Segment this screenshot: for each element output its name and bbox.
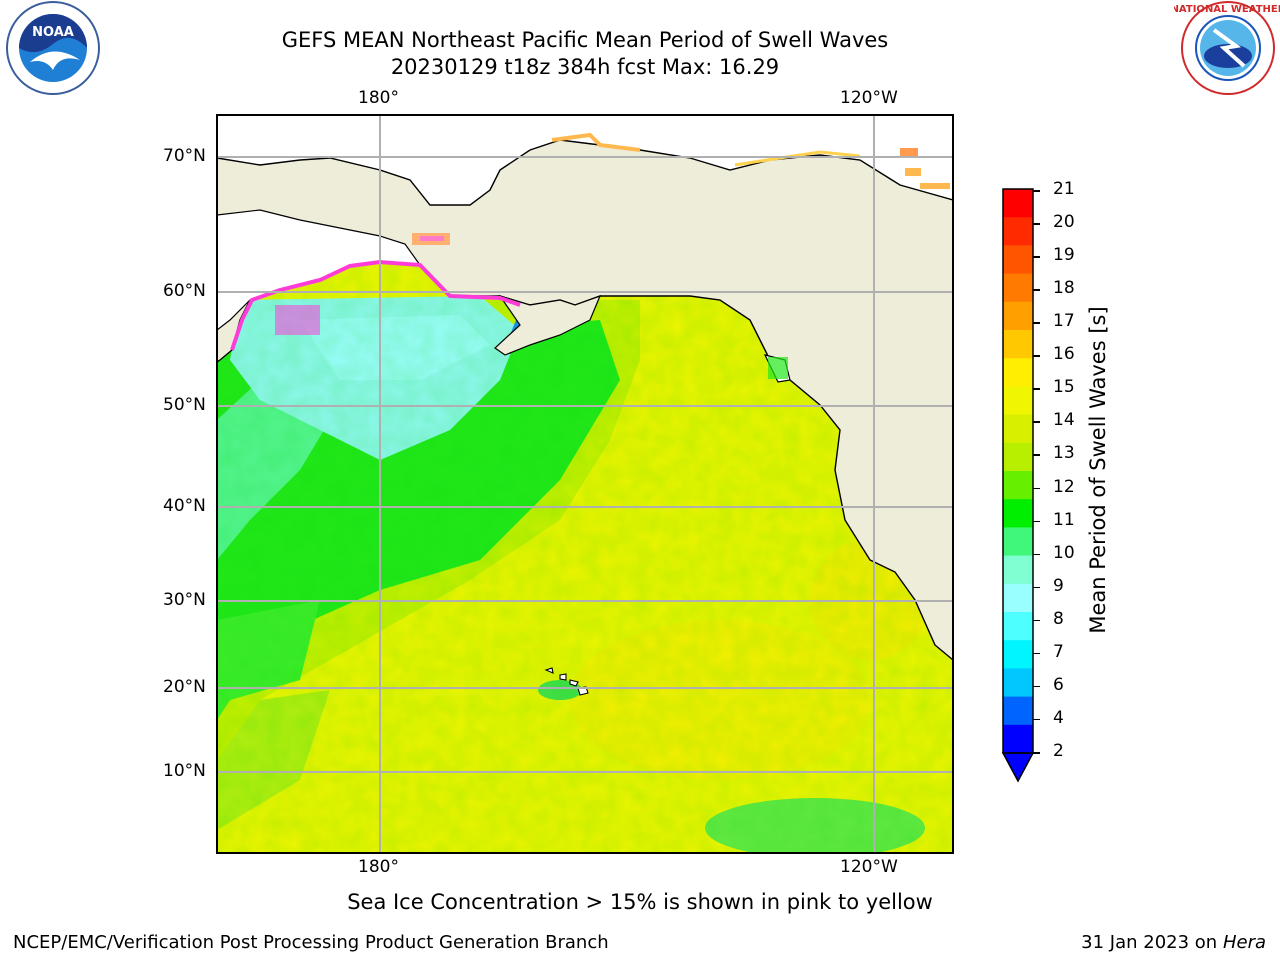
colorbar-tick-label: 9 [1053,575,1064,596]
colorbar-block [1003,668,1033,698]
svg-text:NOAA: NOAA [32,25,74,40]
colorbar-block [1003,555,1033,585]
footer-right: 31 Jan 2023 on Hera [1081,932,1266,953]
lon-label-bottom-180: 180° [358,857,399,877]
colorbar-tick-mark [1033,355,1040,357]
colorbar-tick-label: 15 [1053,377,1075,398]
colorbar-block [1003,612,1033,641]
lat-label-10n: 10°N [163,761,206,781]
sea-ice-note: Sea Ice Concentration > 15% is shown in … [347,890,933,914]
noaa-logo: NOAA [6,1,100,95]
colorbar-tick-label: 12 [1053,476,1075,497]
colorbar-tick-label: 2 [1053,741,1064,761]
colorbar-block [1003,301,1033,331]
colorbar-tick-mark [1033,388,1040,390]
colorbar-block [1003,217,1033,246]
colorbar-tick-label: 8 [1053,608,1064,629]
colorbar-block [1003,640,1033,669]
lat-label-70n: 70°N [163,146,206,166]
colorbar-tick-mark [1033,190,1040,192]
lat-label-50n: 50°N [163,395,206,415]
colorbar-label: Mean Period of Swell Waves [s] [1086,306,1110,634]
colorbar-tick-mark [1033,553,1040,556]
colorbar-tick-mark [1033,619,1040,622]
colorbar-tick-mark [1033,223,1040,225]
colorbar-tick-mark [1033,322,1040,324]
colorbar-tick-mark [1033,520,1040,523]
colorbar-tick-label: 6 [1053,674,1064,695]
footer-date: 31 Jan 2023 on [1081,932,1218,953]
footer-left: NCEP/EMC/Verification Post Processing Pr… [13,932,609,953]
colorbar-tick-mark [1033,752,1040,754]
colorbar-block [1003,273,1033,303]
lon-label-top-180: 180° [358,88,399,108]
colorbar-block [1003,499,1033,528]
colorbar-tick-mark [1033,652,1040,655]
colorbar-extend-arrow [1001,752,1035,783]
colorbar-tick-label: 18 [1053,278,1075,299]
colorbar-block [1003,414,1033,444]
chart-title: GEFS MEAN Northeast Pacific Mean Period … [281,28,889,52]
colorbar-block [1003,696,1033,726]
colorbar-tick-label: 10 [1053,542,1075,563]
colorbar-tick-mark [1033,487,1040,490]
lon-label-top-120w: 120°W [840,88,898,108]
colorbar-block [1003,245,1033,275]
colorbar-tick-label: 16 [1053,344,1075,365]
colorbar-tick-label: 21 [1053,179,1075,199]
colorbar-tick-mark [1033,718,1040,721]
lat-label-20n: 20°N [163,677,206,697]
lat-label-60n: 60°N [163,281,206,301]
nws-logo: NATIONAL WEATHER [1174,1,1280,95]
chart-subtitle: 20230129 t18z 384h fcst Max: 16.29 [390,55,780,79]
colorbar-tick-mark [1033,289,1040,291]
colorbar-tick-label: 11 [1053,509,1075,530]
colorbar-tick-mark [1033,685,1040,688]
colorbar-block [1003,724,1033,754]
colorbar-tick-label: 20 [1053,212,1075,233]
colorbar-tick-label: 17 [1053,311,1075,332]
colorbar-tick-label: 14 [1053,410,1075,431]
colorbar-tick-label: 7 [1053,641,1064,662]
svg-text:NATIONAL WEATHER: NATIONAL WEATHER [1174,4,1280,15]
colorbar-block [1003,189,1033,218]
colorbar [1001,188,1035,783]
colorbar-block [1003,471,1033,500]
lon-label-bottom-120w: 120°W [840,857,898,877]
colorbar-tick-mark [1033,586,1040,589]
colorbar-block [1003,527,1033,557]
colorbar-tick-mark [1033,421,1040,423]
colorbar-tick-label: 19 [1053,245,1075,266]
colorbar-block [1003,330,1033,359]
colorbar-tick-mark [1033,454,1040,456]
colorbar-block [1003,358,1033,387]
lat-label-40n: 40°N [163,496,206,516]
colorbar-block [1003,442,1033,472]
colorbar-tick-label: 4 [1053,707,1064,728]
lat-label-30n: 30°N [163,590,206,610]
colorbar-tick-label: 13 [1053,443,1075,464]
colorbar-tick-mark [1033,256,1040,258]
footer-host: Hera [1222,932,1266,953]
colorbar-block [1003,386,1033,416]
colorbar-block [1003,583,1033,613]
